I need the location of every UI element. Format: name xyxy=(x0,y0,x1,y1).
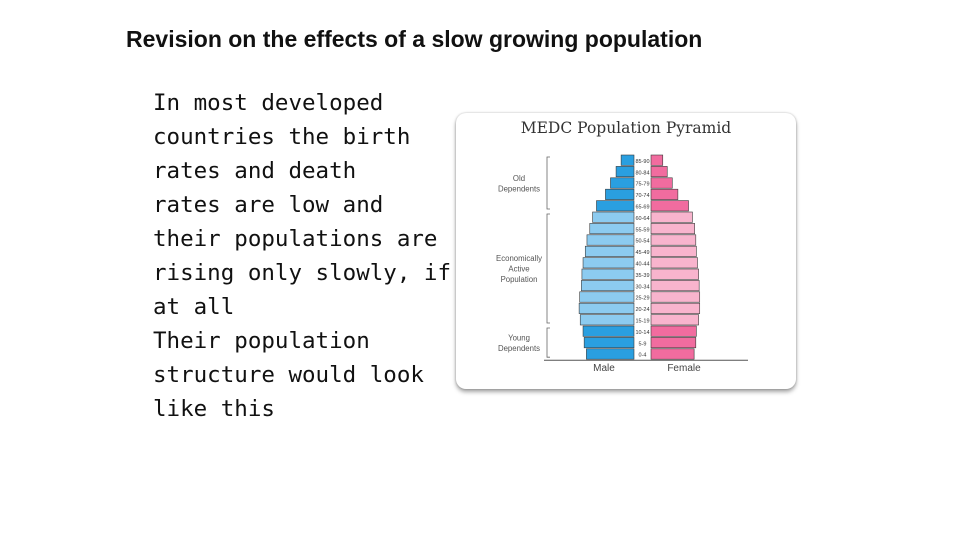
female-bar-5-9 xyxy=(650,337,697,349)
male-bar-85-90 xyxy=(620,154,635,166)
pyramid-chart-card: MEDC Population Pyramid 85-90 80-84 75-79 70… xyxy=(456,113,796,389)
male-bar-55-59 xyxy=(589,223,635,235)
male-bar-15-19 xyxy=(579,314,635,326)
female-bar-70-74 xyxy=(650,188,679,200)
female-bar-20-24 xyxy=(650,302,701,314)
slide-title: Revision on the effects of a slow growin… xyxy=(126,26,703,52)
male-bar-60-64 xyxy=(592,211,635,223)
male-bar-75-79 xyxy=(610,177,635,189)
group-bracket-1 xyxy=(546,156,550,210)
female-bar-15-19 xyxy=(650,314,699,326)
age-label-20-24: 20-24 xyxy=(635,307,649,313)
group-label-3-line-2: Dependents xyxy=(498,344,540,353)
female-bar-85-90 xyxy=(650,154,664,166)
female-bar-30-34 xyxy=(650,280,700,292)
age-label-60-64: 60-64 xyxy=(635,216,649,222)
male-bar-25-29 xyxy=(579,291,635,303)
female-bar-75-79 xyxy=(650,177,673,189)
male-bar-70-74 xyxy=(605,188,635,200)
age-label-45-49: 45-49 xyxy=(635,250,649,256)
female-bar-50-54 xyxy=(650,234,697,246)
male-bar-35-39 xyxy=(581,268,635,280)
age-label-25-29: 25-29 xyxy=(635,296,649,302)
male-bar-80-84 xyxy=(615,166,635,178)
group-label-2-line-1: Economically xyxy=(496,254,542,263)
age-label-65-69: 65-69 xyxy=(635,205,649,211)
age-label-10-14: 10-14 xyxy=(635,330,649,336)
population-pyramid-chart: MEDC Population Pyramid 85-90 80-84 75-79 70… xyxy=(496,119,748,374)
male-bar-30-34 xyxy=(581,280,635,292)
age-label-40-44: 40-44 xyxy=(635,262,649,268)
male-bar-0-4 xyxy=(586,348,635,360)
group-bracket-2 xyxy=(546,213,550,324)
female-bar-10-14 xyxy=(650,325,697,337)
age-label-55-59: 55-59 xyxy=(635,227,649,233)
age-label-15-19: 15-19 xyxy=(635,319,649,325)
paragraph-2: Their population structure would look li… xyxy=(153,328,424,422)
age-label-85-90: 85-90 xyxy=(635,159,649,165)
female-bar-80-84 xyxy=(650,166,668,178)
male-label: Male xyxy=(593,363,615,374)
age-label-30-34: 30-34 xyxy=(635,284,649,290)
age-label-50-54: 50-54 xyxy=(635,239,649,245)
female-bar-45-49 xyxy=(650,245,697,257)
age-label-70-74: 70-74 xyxy=(635,193,649,199)
group-label-1-line-1: Old xyxy=(513,174,525,183)
group-label-2-line-2: Active xyxy=(508,265,529,274)
female-bar-60-64 xyxy=(650,211,693,223)
female-bar-55-59 xyxy=(650,223,695,235)
age-label-0-4: 0-4 xyxy=(639,353,647,359)
body-text: In most developed countries the birth ra… xyxy=(153,86,453,426)
age-label-5-9: 5-9 xyxy=(639,341,647,347)
age-label-35-39: 35-39 xyxy=(635,273,649,279)
male-bar-40-44 xyxy=(582,257,635,269)
female-bar-35-39 xyxy=(650,268,699,280)
female-label: Female xyxy=(667,363,701,374)
female-bar-25-29 xyxy=(650,291,701,303)
chart-title: MEDC Population Pyramid xyxy=(521,119,732,137)
paragraph-1: In most developed countries the birth ra… xyxy=(153,90,452,320)
group-label-1-line-2: Dependents xyxy=(498,184,540,193)
male-bar-50-54 xyxy=(586,234,635,246)
male-bar-45-49 xyxy=(584,245,635,257)
age-label-75-79: 75-79 xyxy=(635,182,649,188)
male-bar-65-69 xyxy=(596,200,635,212)
group-label-3-line-1: Young xyxy=(508,333,530,342)
female-bar-0-4 xyxy=(650,348,695,360)
group-bracket-3 xyxy=(546,327,550,358)
group-label-2-line-3: Population xyxy=(501,275,538,284)
male-bar-20-24 xyxy=(578,302,635,314)
female-bar-65-69 xyxy=(650,200,689,212)
male-bar-10-14 xyxy=(582,325,635,337)
age-label-80-84: 80-84 xyxy=(635,170,649,176)
male-bar-5-9 xyxy=(583,337,635,349)
female-bar-40-44 xyxy=(650,257,698,269)
